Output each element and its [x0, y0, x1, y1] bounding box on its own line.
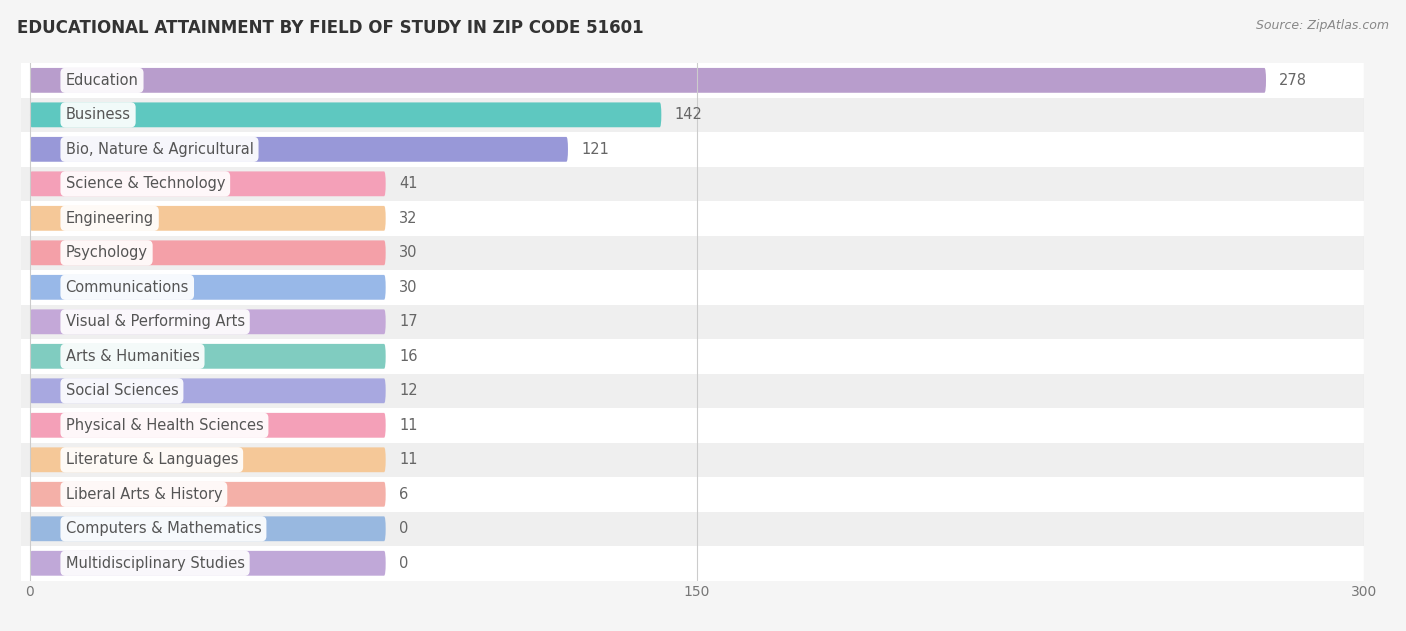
Text: 0: 0	[399, 556, 408, 571]
Text: Visual & Performing Arts: Visual & Performing Arts	[66, 314, 245, 329]
Text: Education: Education	[66, 73, 138, 88]
Bar	[21, 374, 1364, 408]
Bar	[21, 512, 1364, 546]
Text: Multidisciplinary Studies: Multidisciplinary Studies	[66, 556, 245, 571]
FancyBboxPatch shape	[30, 240, 385, 265]
FancyBboxPatch shape	[30, 447, 385, 472]
Text: Bio, Nature & Agricultural: Bio, Nature & Agricultural	[66, 142, 253, 157]
Text: Computers & Mathematics: Computers & Mathematics	[66, 521, 262, 536]
Text: 11: 11	[399, 418, 418, 433]
Bar	[21, 305, 1364, 339]
FancyBboxPatch shape	[30, 551, 385, 575]
Text: Engineering: Engineering	[66, 211, 153, 226]
Text: 11: 11	[399, 452, 418, 468]
FancyBboxPatch shape	[30, 172, 385, 196]
Bar	[21, 63, 1364, 98]
Text: 142: 142	[675, 107, 703, 122]
Text: 30: 30	[399, 245, 418, 261]
Bar	[21, 201, 1364, 235]
FancyBboxPatch shape	[30, 379, 385, 403]
FancyBboxPatch shape	[30, 102, 661, 127]
Bar	[21, 477, 1364, 512]
Text: Communications: Communications	[66, 280, 188, 295]
Text: 0: 0	[399, 521, 408, 536]
Bar	[21, 442, 1364, 477]
FancyBboxPatch shape	[30, 275, 385, 300]
FancyBboxPatch shape	[30, 413, 385, 438]
Text: Arts & Humanities: Arts & Humanities	[66, 349, 200, 364]
Text: Psychology: Psychology	[66, 245, 148, 261]
Bar	[21, 546, 1364, 581]
Text: Science & Technology: Science & Technology	[66, 176, 225, 191]
Text: 278: 278	[1279, 73, 1308, 88]
Text: Liberal Arts & History: Liberal Arts & History	[66, 487, 222, 502]
Text: 6: 6	[399, 487, 408, 502]
Bar	[21, 408, 1364, 442]
Text: 32: 32	[399, 211, 418, 226]
Bar	[21, 132, 1364, 167]
Text: 17: 17	[399, 314, 418, 329]
Text: Physical & Health Sciences: Physical & Health Sciences	[66, 418, 263, 433]
Bar	[21, 235, 1364, 270]
FancyBboxPatch shape	[30, 309, 385, 334]
Text: 41: 41	[399, 176, 418, 191]
Text: 30: 30	[399, 280, 418, 295]
FancyBboxPatch shape	[30, 68, 1265, 93]
Text: 12: 12	[399, 383, 418, 398]
FancyBboxPatch shape	[30, 516, 385, 541]
Text: 16: 16	[399, 349, 418, 364]
Text: Social Sciences: Social Sciences	[66, 383, 179, 398]
FancyBboxPatch shape	[30, 482, 385, 507]
Text: 121: 121	[581, 142, 609, 157]
Text: Source: ZipAtlas.com: Source: ZipAtlas.com	[1256, 19, 1389, 32]
Text: EDUCATIONAL ATTAINMENT BY FIELD OF STUDY IN ZIP CODE 51601: EDUCATIONAL ATTAINMENT BY FIELD OF STUDY…	[17, 19, 644, 37]
Bar	[21, 98, 1364, 132]
FancyBboxPatch shape	[30, 137, 568, 162]
Text: Business: Business	[66, 107, 131, 122]
FancyBboxPatch shape	[30, 344, 385, 369]
Bar	[21, 270, 1364, 305]
FancyBboxPatch shape	[30, 206, 385, 231]
Text: Literature & Languages: Literature & Languages	[66, 452, 238, 468]
Bar	[21, 339, 1364, 374]
Bar	[21, 167, 1364, 201]
